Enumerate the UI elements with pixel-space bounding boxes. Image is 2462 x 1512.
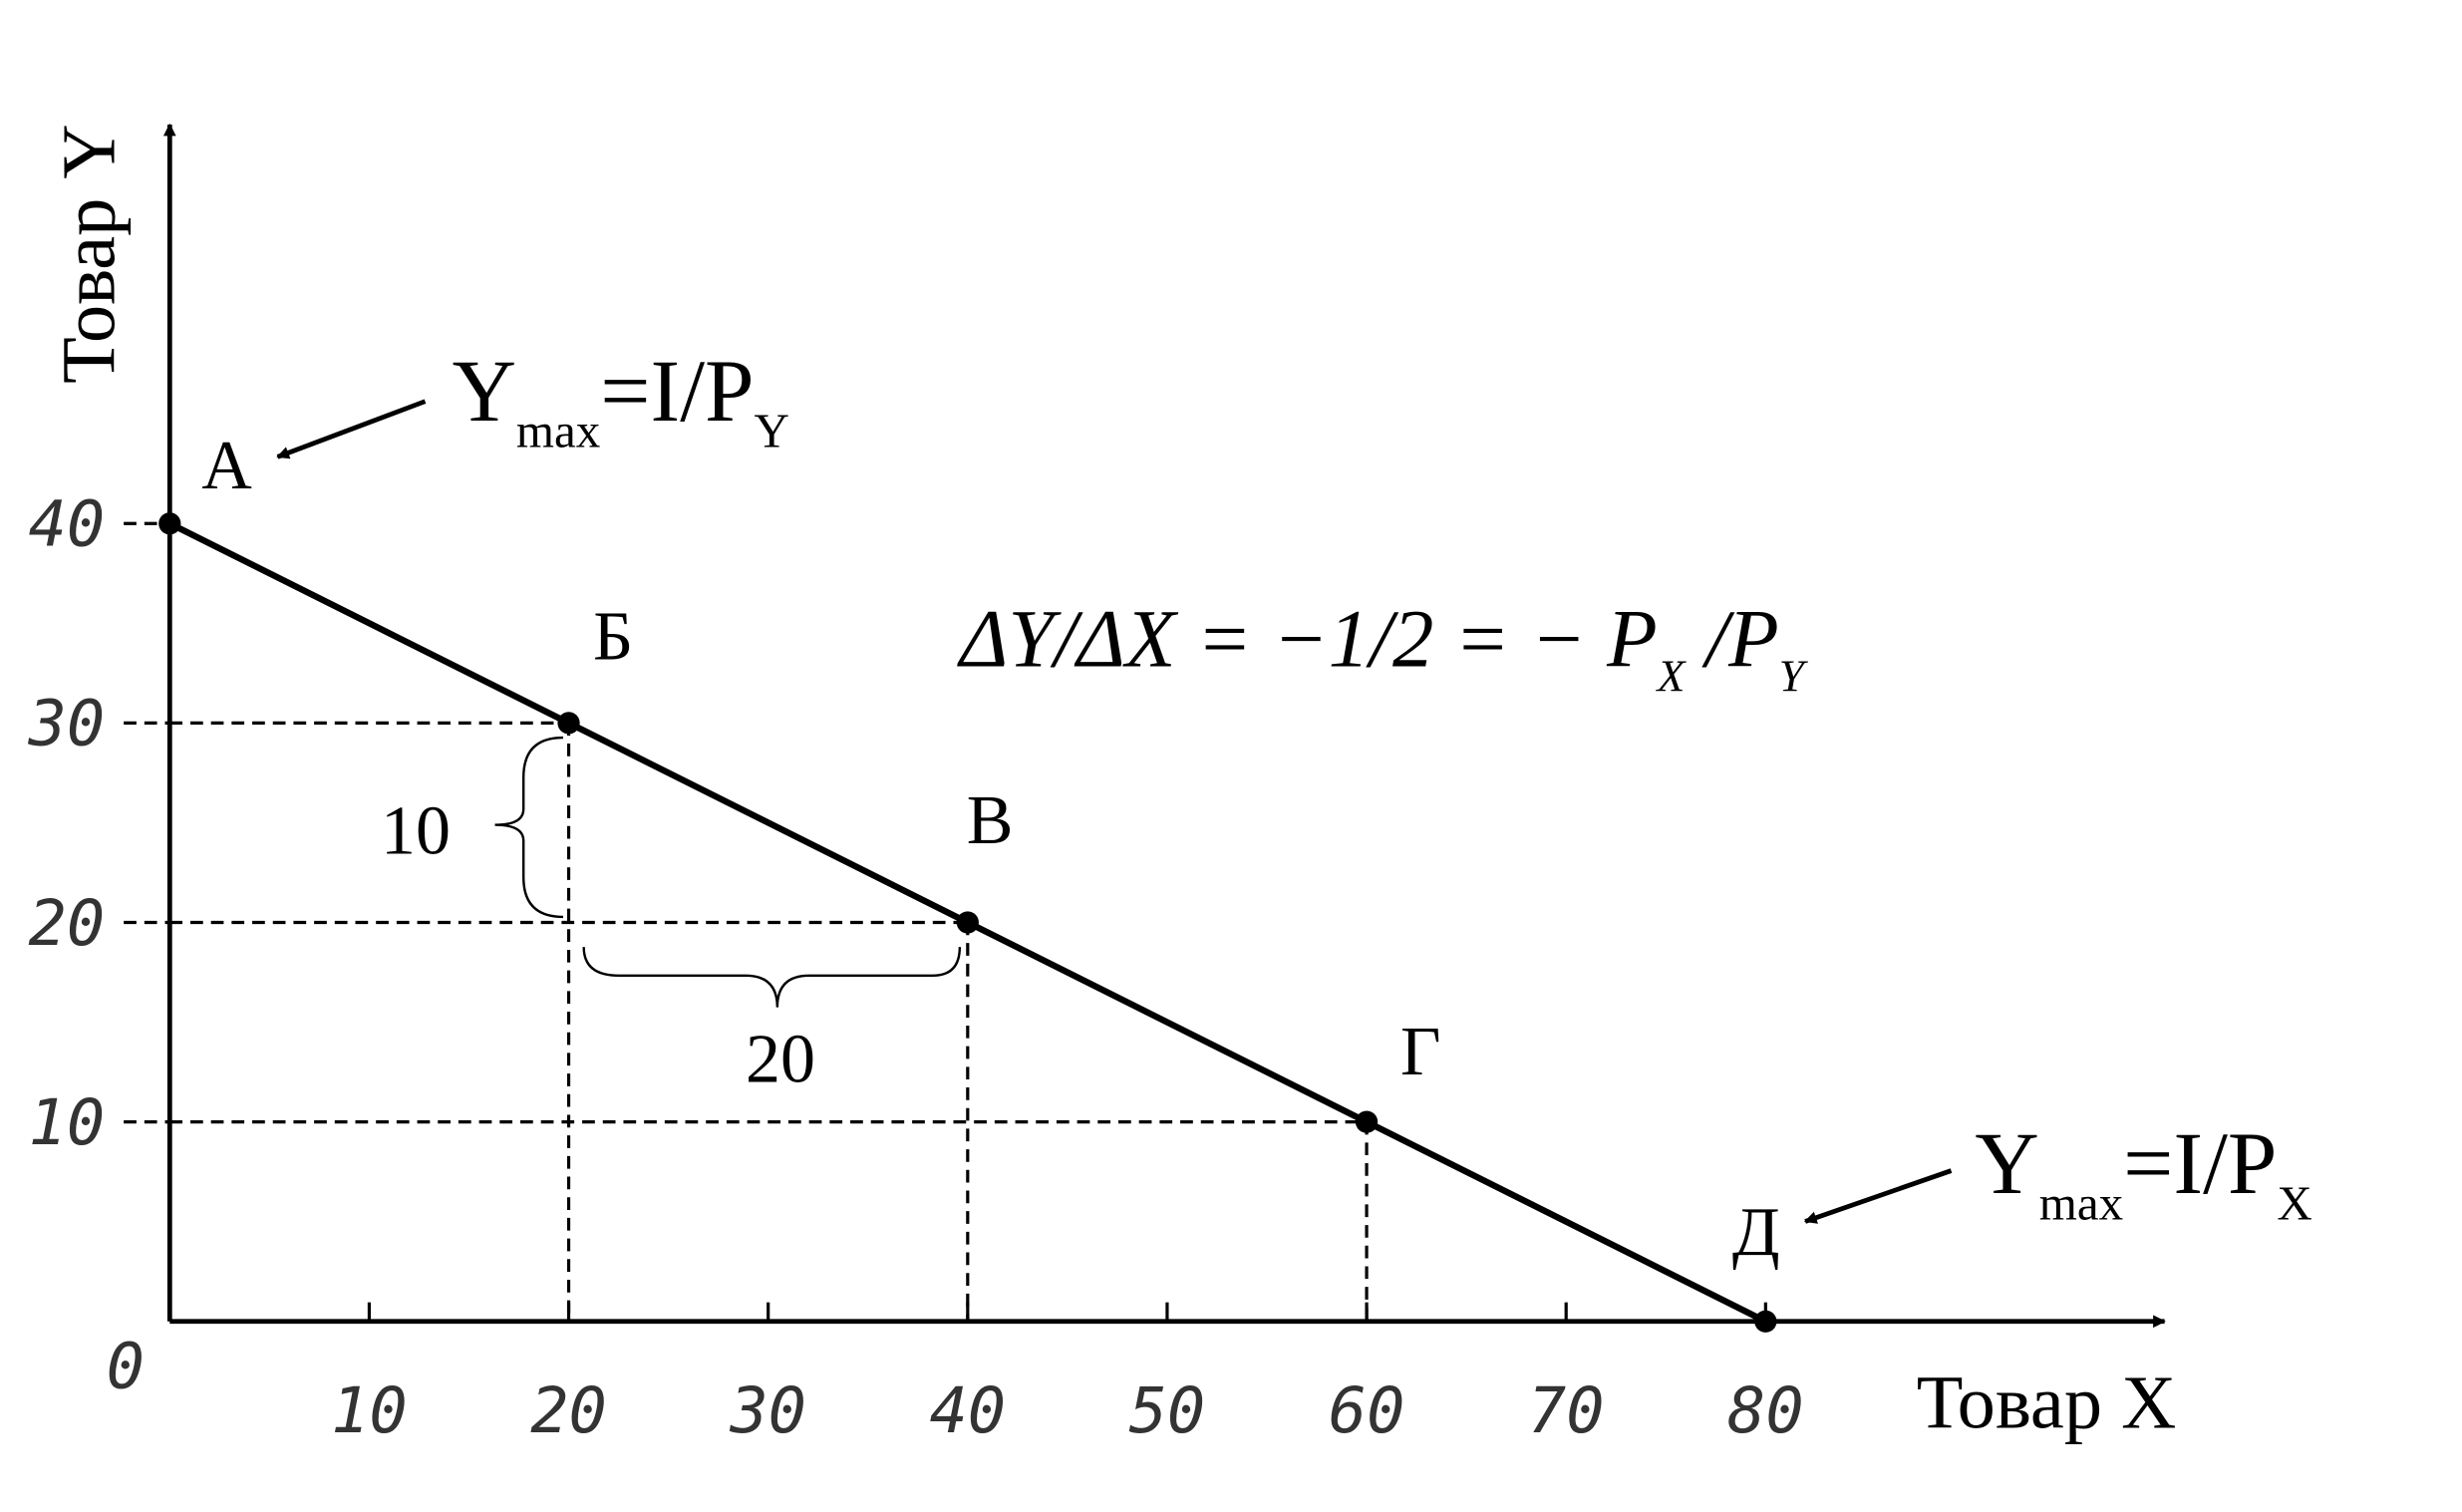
point-label: Г xyxy=(1400,1014,1440,1090)
y-tick-label: 20 xyxy=(29,887,106,961)
y-tick-label: 40 xyxy=(29,488,106,562)
annotation: Ymax=I/PY xyxy=(453,343,789,458)
brace-label: 20 xyxy=(746,1021,815,1097)
annotation-text: =I/P xyxy=(2123,1115,2277,1213)
x-tick-label: 50 xyxy=(1129,1374,1206,1448)
x-tick-label: 0 xyxy=(107,1331,145,1404)
subscript: max xyxy=(2039,1176,2123,1231)
x-tick-label: 80 xyxy=(1727,1374,1804,1448)
subscript: max xyxy=(516,404,600,458)
brace xyxy=(582,947,962,1008)
x-tick-label: 70 xyxy=(1528,1374,1605,1448)
point xyxy=(557,712,580,735)
annotation-text: /P xyxy=(1685,592,1778,684)
subscript: X xyxy=(2277,1176,2311,1231)
y-tick-label: 10 xyxy=(29,1086,106,1160)
x-tick-label: 10 xyxy=(331,1374,408,1448)
point-label: А xyxy=(201,428,252,504)
brace xyxy=(494,736,563,919)
point-label: Б xyxy=(593,599,633,676)
point xyxy=(158,512,181,535)
brace-label: 10 xyxy=(381,792,451,869)
annotation-text: ΔY/ΔX = −1/2 = − P xyxy=(957,592,1658,684)
annotation-arrow xyxy=(1803,1168,1953,1224)
annotation-text: Y xyxy=(1975,1115,2038,1213)
x-axis-label: Товар X xyxy=(1917,1360,2177,1444)
subscript: Y xyxy=(755,404,789,458)
annotation: ΔY/ΔX = −1/2 = − PX /PY xyxy=(957,592,1809,701)
x-tick-label: 30 xyxy=(729,1374,806,1448)
y-axis-label: Товар Y xyxy=(47,124,132,384)
point xyxy=(1754,1310,1777,1333)
point-label: Д xyxy=(1732,1194,1780,1271)
annotation-text: Y xyxy=(453,343,516,441)
annotation-arrow xyxy=(276,399,427,459)
subscript: Y xyxy=(1779,650,1809,701)
annotation: Ymax=I/PX xyxy=(1975,1115,2311,1231)
point xyxy=(1355,1110,1379,1133)
y-tick-label: 30 xyxy=(28,688,106,761)
x-tick-label: 40 xyxy=(929,1374,1006,1448)
x-tick-label: 20 xyxy=(530,1374,607,1448)
point xyxy=(956,911,979,934)
x-tick-label: 60 xyxy=(1329,1374,1405,1448)
point-label: В xyxy=(967,782,1014,859)
annotation-text: =I/P xyxy=(600,343,754,441)
subscript: X xyxy=(1656,650,1688,701)
